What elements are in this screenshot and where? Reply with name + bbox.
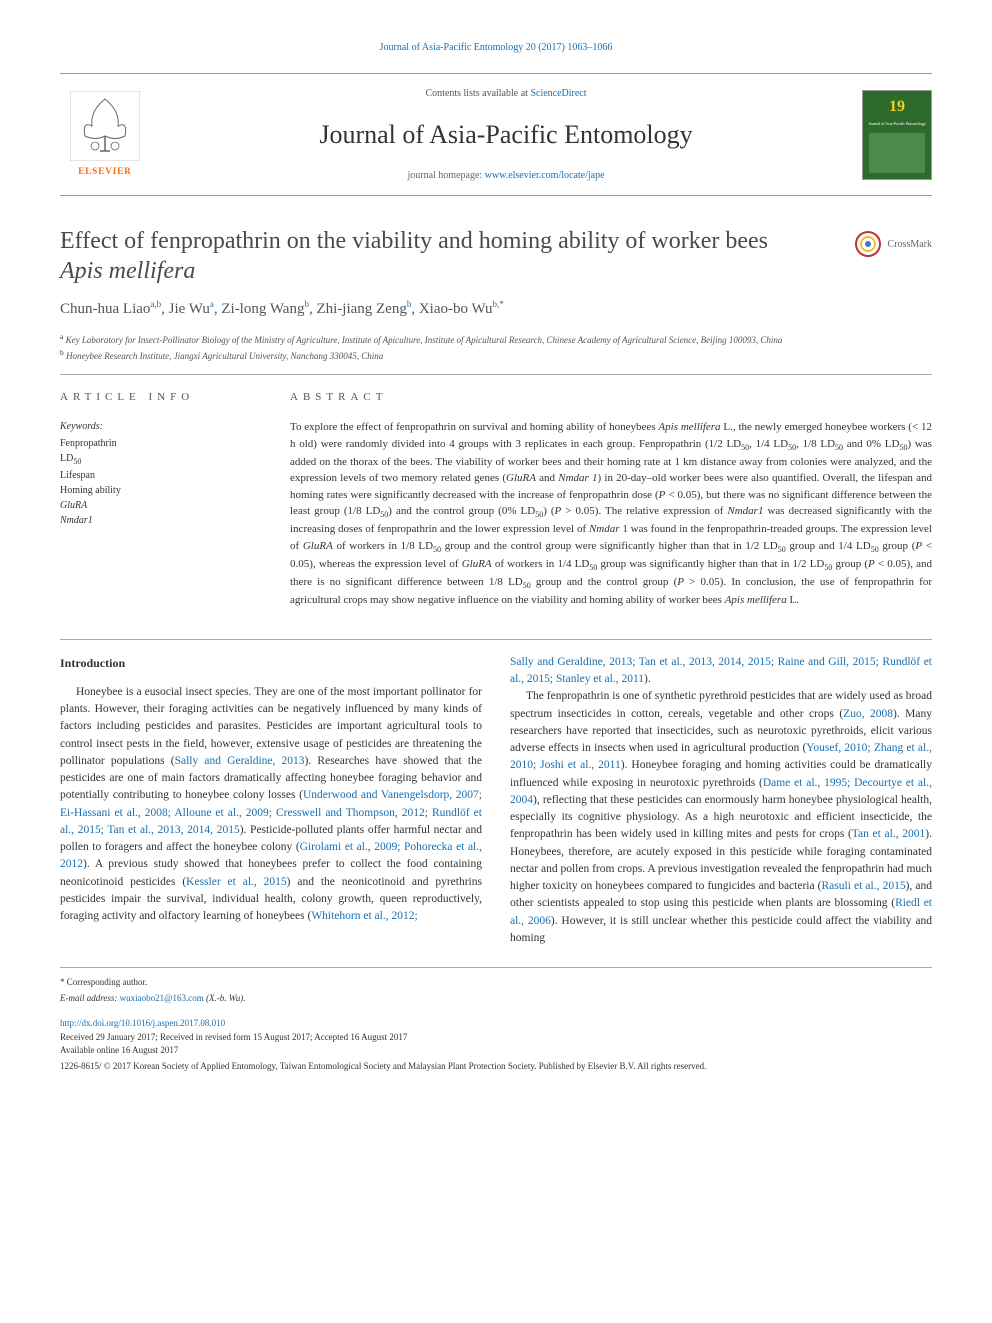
top-citation: Journal of Asia-Pacific Entomology 20 (2… [60,40,932,55]
body-col-right: Sally and Geraldine, 2013; Tan et al., 2… [510,654,932,947]
publisher-name: ELSEVIER [78,165,132,179]
top-citation-link[interactable]: Journal of Asia-Pacific Entomology 20 (2… [380,42,613,53]
divider [60,374,932,375]
info-abstract-row: ARTICLE INFO Keywords: FenpropathrinLD50… [60,389,932,609]
authors-line: Chun-hua Liaoa,b, Jie Wua, Zi-long Wangb… [60,298,932,321]
header-center: Contents lists available at ScienceDirec… [150,86,862,183]
copyright-line: 1226-8615/ © 2017 Korean Society of Appl… [60,1060,932,1074]
title-row: Effect of fenpropathrin on the viability… [60,226,932,286]
publisher-logo: ELSEVIER [60,91,150,179]
abstract-heading: ABSTRACT [290,389,932,406]
article-info: ARTICLE INFO Keywords: FenpropathrinLD50… [60,389,260,609]
article-info-heading: ARTICLE INFO [60,389,260,406]
affiliation-a: Key Laboratory for Insect-Pollinator Bio… [66,335,783,345]
body-columns: Introduction Honeybee is a eusocial inse… [60,654,932,947]
body-col-left: Introduction Honeybee is a eusocial inse… [60,654,482,947]
cover-volume: 19 [889,95,905,119]
species-name: Apis mellifera [60,258,195,284]
intro-para-2: The fenpropathrin is one of synthetic py… [510,688,932,947]
intro-heading: Introduction [60,654,482,672]
divider [60,639,932,640]
keywords-list: FenpropathrinLD50LifespanHoming abilityG… [60,436,260,528]
affiliations: a Key Laboratory for Insect-Pollinator B… [60,331,932,364]
article-title: Effect of fenpropathrin on the viability… [60,226,834,286]
email-link[interactable]: wuxiaobo21@163.com [120,993,204,1003]
homepage-line: journal homepage: www.elsevier.com/locat… [150,168,862,183]
online-line: Available online 16 August 2017 [60,1044,932,1058]
keywords-label: Keywords: [60,419,260,434]
crossmark-badge[interactable]: CrossMark [854,230,932,258]
corresponding-email: E-mail address: wuxiaobo21@163.com (X.-b… [60,992,932,1006]
crossmark-text: CrossMark [888,237,932,252]
doi-link[interactable]: http://dx.doi.org/10.1016/j.aspen.2017.0… [60,1018,225,1028]
doi-line: http://dx.doi.org/10.1016/j.aspen.2017.0… [60,1017,932,1031]
footer-divider [60,967,932,968]
elsevier-tree-icon [70,91,140,161]
journal-cover-thumb: 19 Journal of Asia-Pacific Entomology [862,90,932,180]
journal-name: Journal of Asia-Pacific Entomology [150,115,862,154]
cover-photo [869,133,925,173]
crossmark-icon [854,230,882,258]
affiliation-b: Honeybee Research Institute, Jiangxi Agr… [66,351,383,361]
cover-title: Journal of Asia-Pacific Entomology [868,121,925,127]
sciencedirect-link[interactable]: ScienceDirect [530,88,586,99]
abstract-text: To explore the effect of fenpropathrin o… [290,419,932,609]
received-line: Received 29 January 2017; Received in re… [60,1031,932,1045]
journal-header: ELSEVIER Contents lists available at Sci… [60,73,932,196]
corresponding-author: * Corresponding author. [60,976,932,990]
intro-para-1: Honeybee is a eusocial insect species. T… [60,684,482,926]
contents-line: Contents lists available at ScienceDirec… [150,86,862,101]
homepage-link[interactable]: www.elsevier.com/locate/jape [485,170,605,181]
abstract: ABSTRACT To explore the effect of fenpro… [290,389,932,609]
intro-runover: Sally and Geraldine, 2013; Tan et al., 2… [510,654,932,689]
